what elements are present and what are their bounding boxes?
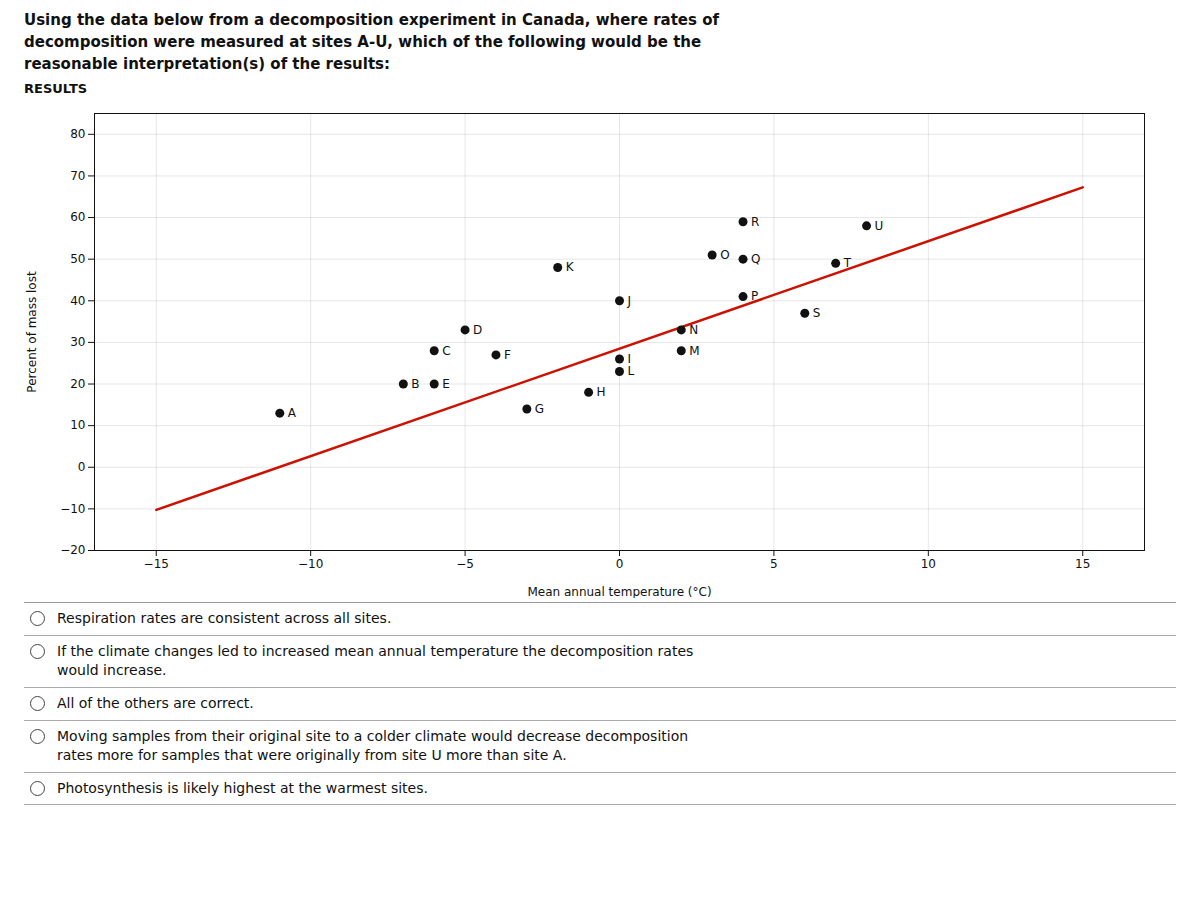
svg-text:F: F (504, 348, 511, 362)
svg-text:O: O (720, 248, 729, 262)
svg-text:U: U (875, 219, 884, 233)
svg-text:B: B (411, 377, 419, 391)
svg-text:15: 15 (1075, 557, 1090, 571)
svg-text:D: D (473, 323, 482, 337)
svg-text:Mean annual temperature (°C): Mean annual temperature (°C) (527, 585, 711, 599)
html-text:All of the others are correct.: All of the others are correct. (57, 695, 254, 711)
svg-text:A: A (288, 406, 297, 420)
svg-text:60: 60 (70, 211, 85, 225)
svg-text:M: M (689, 344, 699, 358)
html-text:Respiration rates are consiste: Respiration rates are consistent across … (57, 610, 392, 627)
svg-text:0: 0 (78, 460, 86, 474)
svg-text:80: 80 (70, 127, 85, 141)
svg-text:40: 40 (70, 294, 85, 308)
svg-text:−20: −20 (60, 544, 85, 558)
svg-text:G: G (535, 402, 544, 416)
svg-text:−5: −5 (456, 557, 474, 571)
svg-text:−10: −10 (298, 557, 323, 571)
svg-text:E: E (442, 377, 450, 391)
svg-text:L: L (628, 365, 635, 379)
svg-text:−10: −10 (60, 502, 85, 516)
svg-text:20: 20 (70, 377, 85, 391)
svg-text:C: C (442, 344, 450, 358)
svg-text:30: 30 (70, 335, 85, 349)
svg-text:10: 10 (70, 419, 85, 433)
svg-text:R: R (751, 215, 759, 229)
html-text:If the climate changes led to: If the climate changes led to increased … (57, 642, 694, 679)
svg-text:K: K (566, 261, 575, 275)
svg-text:J: J (627, 294, 632, 308)
svg-text:50: 50 (70, 252, 85, 266)
svg-text:5: 5 (770, 557, 778, 571)
svg-text:Percent of mass lost: Percent of mass lost (25, 271, 39, 393)
svg-text:T: T (843, 256, 852, 270)
html-text:RESULTS: RESULTS (24, 81, 88, 97)
svg-text:−15: −15 (144, 557, 169, 571)
svg-text:0: 0 (616, 557, 624, 571)
html-text:Moving samples from their orig: Moving samples from their original site … (57, 727, 689, 764)
html-text:Using the data below from a de: Using the data below from a decompositio… (24, 11, 719, 73)
svg-text:N: N (689, 323, 698, 337)
svg-text:Q: Q (751, 252, 760, 266)
svg-text:H: H (597, 385, 606, 399)
svg-text:70: 70 (70, 169, 85, 183)
svg-text:10: 10 (921, 557, 936, 571)
svg-text:S: S (813, 306, 821, 320)
svg-text:P: P (751, 290, 758, 304)
svg-text:I: I (627, 352, 631, 367)
html-text:Photosynthesis is likely highe: Photosynthesis is likely highest at the … (57, 779, 428, 796)
